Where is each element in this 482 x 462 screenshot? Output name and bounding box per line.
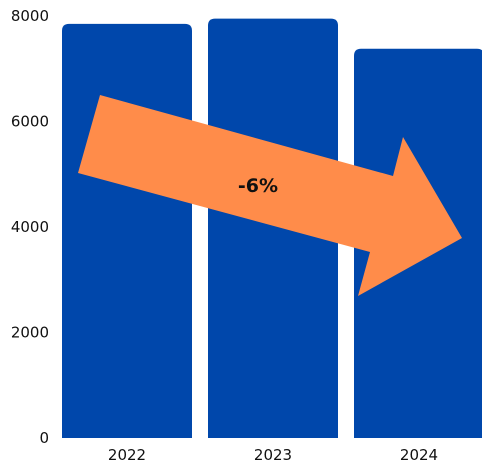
y-tick-label: 2000 xyxy=(11,324,49,342)
bar-2022 xyxy=(62,23,192,438)
x-tick-label: 2024 xyxy=(400,446,438,462)
y-tick-label: 8000 xyxy=(11,7,49,25)
y-tick-label: 6000 xyxy=(11,113,49,131)
bar-2023 xyxy=(208,18,338,438)
x-tick-label: 2022 xyxy=(108,446,146,462)
x-axis-ticks: 2022 2023 2024 xyxy=(108,446,438,462)
y-tick-label: 0 xyxy=(39,429,49,447)
trend-label: -6% xyxy=(238,175,278,197)
x-tick-label: 2023 xyxy=(254,446,292,462)
y-axis-ticks: 0 2000 4000 6000 8000 xyxy=(11,7,49,447)
y-tick-label: 4000 xyxy=(11,218,49,236)
trend-arrow xyxy=(78,95,462,296)
